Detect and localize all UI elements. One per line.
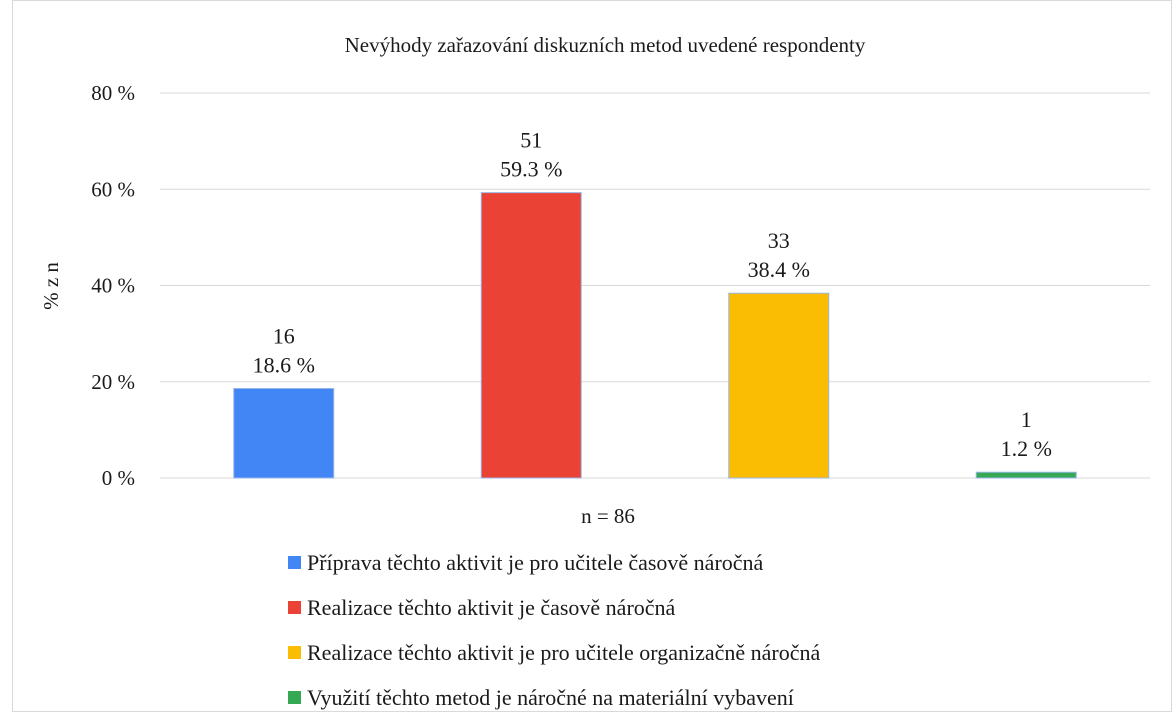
y-axis-ticks: 0 % 20 % 40 % 60 % 80 % [91, 81, 135, 490]
legend-swatch [288, 601, 301, 614]
legend-item: Využití těchto metod je náročné na mater… [288, 675, 820, 720]
y-tick-label: 20 % [91, 370, 135, 394]
chart-title: Nevýhody zařazování diskuzních metod uve… [345, 33, 866, 57]
data-labels: 16 18.6 % 51 59.3 % 33 38.4 % 1 1.2 % [253, 128, 1052, 462]
y-tick-label: 40 % [91, 274, 135, 298]
data-label-count: 16 [273, 323, 295, 348]
legend-label: Využití těchto metod je náročné na mater… [307, 684, 794, 710]
data-label-percent: 59.3 % [500, 157, 562, 182]
data-label-percent: 1.2 % [1001, 436, 1052, 461]
legend-swatch [288, 646, 301, 659]
legend-label: Realizace těchto aktivit je pro učitele … [307, 639, 821, 665]
bars [233, 192, 1077, 479]
legend-item: Realizace těchto aktivit je pro učitele … [288, 630, 820, 675]
chart-frame [12, 0, 1172, 712]
x-axis-label: n = 86 [581, 504, 635, 528]
legend-swatch [288, 556, 301, 569]
legend-swatch [288, 691, 301, 704]
y-tick-label: 0 % [102, 466, 135, 490]
data-label-count: 1 [1021, 407, 1032, 432]
data-label-count: 51 [520, 128, 542, 153]
bar [233, 387, 335, 479]
y-axis-label: % z n [39, 262, 63, 310]
bar [728, 292, 830, 479]
data-label-percent: 38.4 % [748, 257, 810, 282]
bar [975, 471, 1077, 479]
data-label-count: 33 [768, 228, 790, 253]
y-tick-label: 80 % [91, 81, 135, 105]
legend: Příprava těchto aktivit je pro učitele č… [288, 540, 820, 720]
legend-item: Příprava těchto aktivit je pro učitele č… [288, 540, 820, 585]
data-label-percent: 18.6 % [253, 352, 315, 377]
legend-item: Realizace těchto aktivit je časově nároč… [288, 585, 820, 630]
bar [480, 192, 582, 479]
legend-label: Realizace těchto aktivit je časově nároč… [307, 594, 676, 620]
legend-label: Příprava těchto aktivit je pro učitele č… [307, 549, 764, 575]
y-tick-label: 60 % [91, 177, 135, 201]
